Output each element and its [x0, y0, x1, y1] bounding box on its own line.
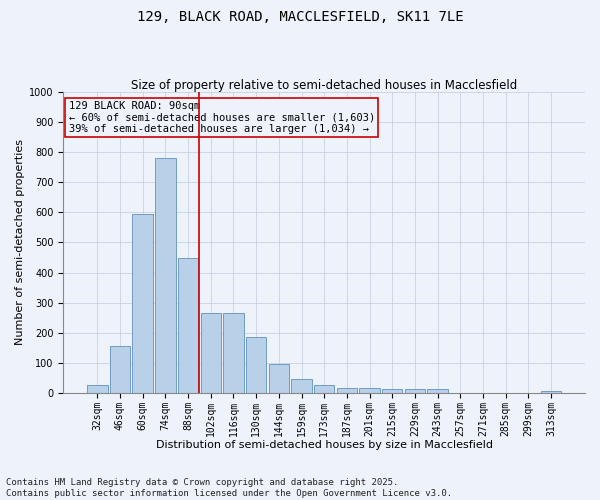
- X-axis label: Distribution of semi-detached houses by size in Macclesfield: Distribution of semi-detached houses by …: [155, 440, 493, 450]
- Bar: [87, 386, 107, 393]
- Bar: [133, 214, 153, 393]
- Bar: [382, 389, 403, 393]
- Bar: [110, 346, 130, 393]
- Bar: [155, 158, 176, 393]
- Title: Size of property relative to semi-detached houses in Macclesfield: Size of property relative to semi-detach…: [131, 79, 517, 92]
- Bar: [337, 388, 357, 393]
- Bar: [291, 379, 312, 393]
- Y-axis label: Number of semi-detached properties: Number of semi-detached properties: [15, 140, 25, 346]
- Bar: [541, 390, 561, 393]
- Text: 129, BLACK ROAD, MACCLESFIELD, SK11 7LE: 129, BLACK ROAD, MACCLESFIELD, SK11 7LE: [137, 10, 463, 24]
- Bar: [223, 313, 244, 393]
- Bar: [246, 338, 266, 393]
- Bar: [178, 258, 198, 393]
- Bar: [200, 313, 221, 393]
- Bar: [427, 390, 448, 393]
- Bar: [269, 364, 289, 393]
- Text: Contains HM Land Registry data © Crown copyright and database right 2025.
Contai: Contains HM Land Registry data © Crown c…: [6, 478, 452, 498]
- Bar: [314, 384, 334, 393]
- Text: 129 BLACK ROAD: 90sqm
← 60% of semi-detached houses are smaller (1,603)
39% of s: 129 BLACK ROAD: 90sqm ← 60% of semi-deta…: [68, 101, 375, 134]
- Bar: [359, 388, 380, 393]
- Bar: [405, 390, 425, 393]
